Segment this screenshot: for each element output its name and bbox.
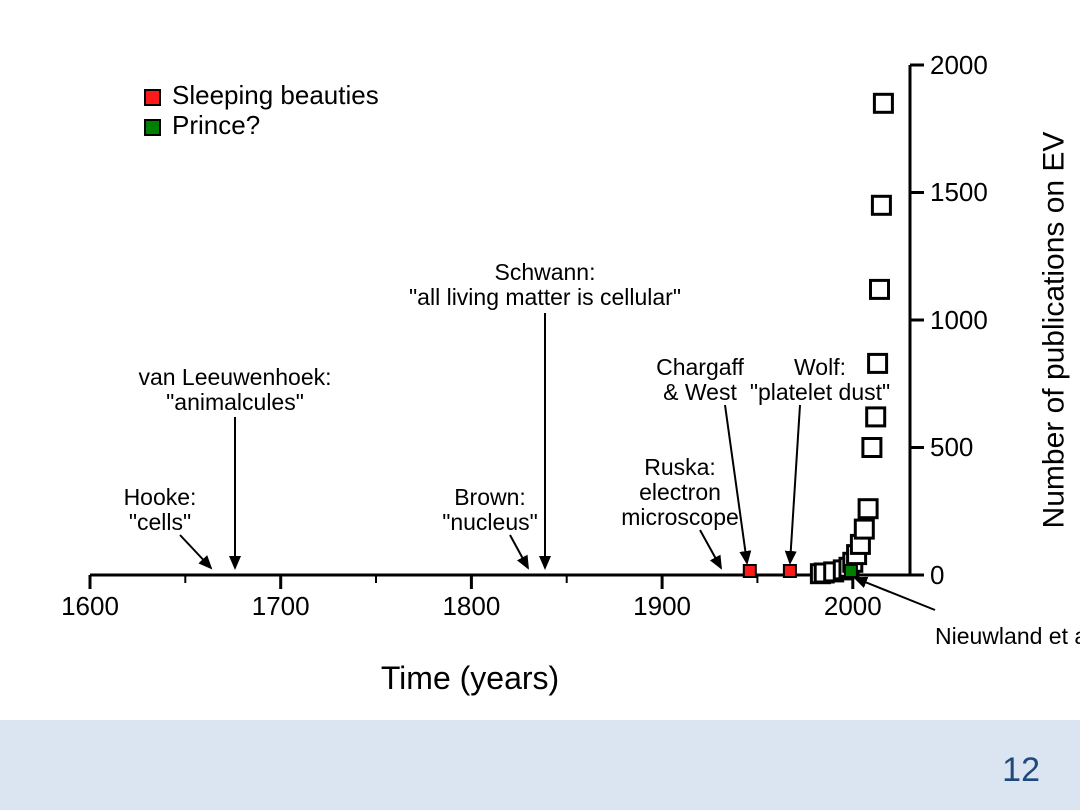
x-tick-2000: 2000 [824,591,882,621]
ev-publications-series [811,94,892,582]
footer-band [0,720,1080,810]
prince-marker [845,565,857,577]
x-axis-label: Time (years) [260,660,680,697]
y-ticks: 0 500 1000 1500 2000 [910,55,988,590]
anno-ruska: Ruska: electron microscope [621,454,739,568]
anno-leeuwenhoek: van Leeuwenhoek: "animalcules" [138,364,331,568]
timeline-chart: 1600 1700 1800 1900 2000 0 [60,55,1000,625]
svg-text:"cells": "cells" [129,509,191,535]
y-tick-0: 0 [930,560,944,590]
svg-text:Schwann:: Schwann: [494,259,595,285]
x-tick-1900: 1900 [633,591,691,621]
page-number: 12 [1002,751,1040,790]
svg-text:microscope: microscope [621,504,739,530]
svg-text:Ruska:: Ruska: [644,454,716,480]
svg-text:Chargaff: Chargaff [656,354,744,380]
svg-text:Hooke:: Hooke: [124,484,197,510]
svg-text:"all living matter is cellular: "all living matter is cellular" [409,284,681,310]
svg-text:Brown:: Brown: [454,484,526,510]
svg-text:"platelet dust": "platelet dust" [750,379,890,405]
anno-nieuwland-label: Nieuwland et al. [935,623,1080,650]
y-tick-1500: 1500 [930,177,988,207]
svg-text:van Leeuwenhoek:: van Leeuwenhoek: [138,364,331,390]
slide: 1600 1700 1800 1900 2000 0 [0,0,1080,810]
svg-text:"nucleus": "nucleus" [442,509,538,535]
svg-text:& West: & West [663,379,737,405]
x-tick-1700: 1700 [252,591,310,621]
y-tick-500: 500 [930,432,973,462]
svg-text:Wolf:: Wolf: [794,354,846,380]
y-tick-2000: 2000 [930,55,988,80]
x-ticks: 1600 1700 1800 1900 2000 [61,575,882,621]
legend: Sleeping beauties Prince? [145,80,379,140]
x-tick-1800: 1800 [442,591,500,621]
x-tick-1600: 1600 [61,591,119,621]
y-axis-label: Number of publications on EV [1034,70,1074,590]
y-tick-1000: 1000 [930,305,988,335]
legend-marker-sleeping [145,90,160,105]
svg-text:electron: electron [639,479,721,505]
legend-label-prince: Prince? [172,110,260,140]
anno-hooke: Hooke: "cells" [124,484,211,568]
legend-label-sleeping: Sleeping beauties [172,80,379,110]
svg-text:"animalcules": "animalcules" [166,389,304,415]
legend-marker-prince [145,120,160,135]
anno-brown: Brown: "nucleus" [442,484,538,568]
